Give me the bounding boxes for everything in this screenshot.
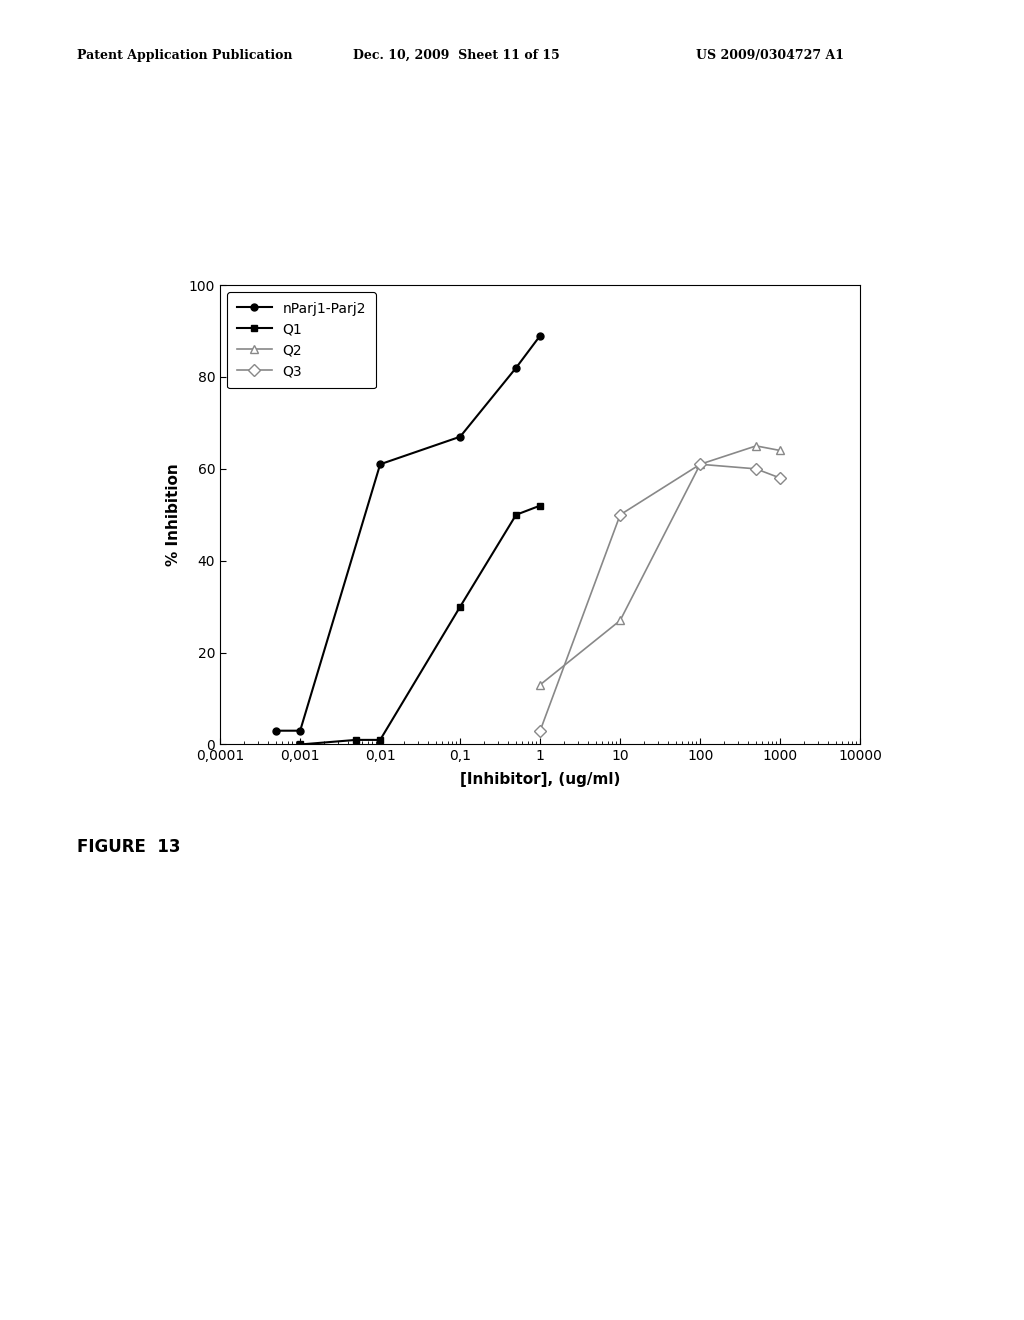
Q3 (535, 723, 547, 739)
Line: Q1: Q1 (297, 502, 544, 748)
Q3 (774, 470, 786, 486)
Legend: nParj1-Parj2, Q1, Q2, Q3: nParj1-Parj2, Q1, Q2, Q3 (227, 292, 376, 388)
Q1 (454, 599, 466, 615)
Text: Patent Application Publication: Patent Application Publication (77, 49, 292, 62)
Q1 (510, 507, 522, 523)
Q2 (694, 457, 707, 473)
Q2 (750, 438, 762, 454)
nParj1-Parj2 (535, 327, 547, 343)
Y-axis label: % Inhibition: % Inhibition (166, 463, 180, 566)
X-axis label: [Inhibitor], (ug/ml): [Inhibitor], (ug/ml) (460, 772, 621, 787)
Q2 (535, 677, 547, 693)
Q3 (694, 457, 707, 473)
Q2 (614, 612, 627, 628)
Q3 (750, 461, 762, 477)
nParj1-Parj2 (374, 457, 386, 473)
Q3 (614, 507, 627, 523)
Q2 (774, 442, 786, 458)
Q1 (294, 737, 306, 752)
nParj1-Parj2 (510, 360, 522, 376)
Line: Q2: Q2 (536, 442, 784, 689)
Line: Q3: Q3 (536, 461, 784, 735)
Text: Dec. 10, 2009  Sheet 11 of 15: Dec. 10, 2009 Sheet 11 of 15 (353, 49, 560, 62)
Text: US 2009/0304727 A1: US 2009/0304727 A1 (696, 49, 845, 62)
nParj1-Parj2 (270, 723, 283, 739)
nParj1-Parj2 (454, 429, 466, 445)
Text: FIGURE  13: FIGURE 13 (77, 838, 180, 857)
Line: nParj1-Parj2: nParj1-Parj2 (272, 333, 544, 734)
Q1 (535, 498, 547, 513)
Q1 (374, 733, 386, 748)
Q1 (350, 733, 362, 748)
nParj1-Parj2 (294, 723, 306, 739)
